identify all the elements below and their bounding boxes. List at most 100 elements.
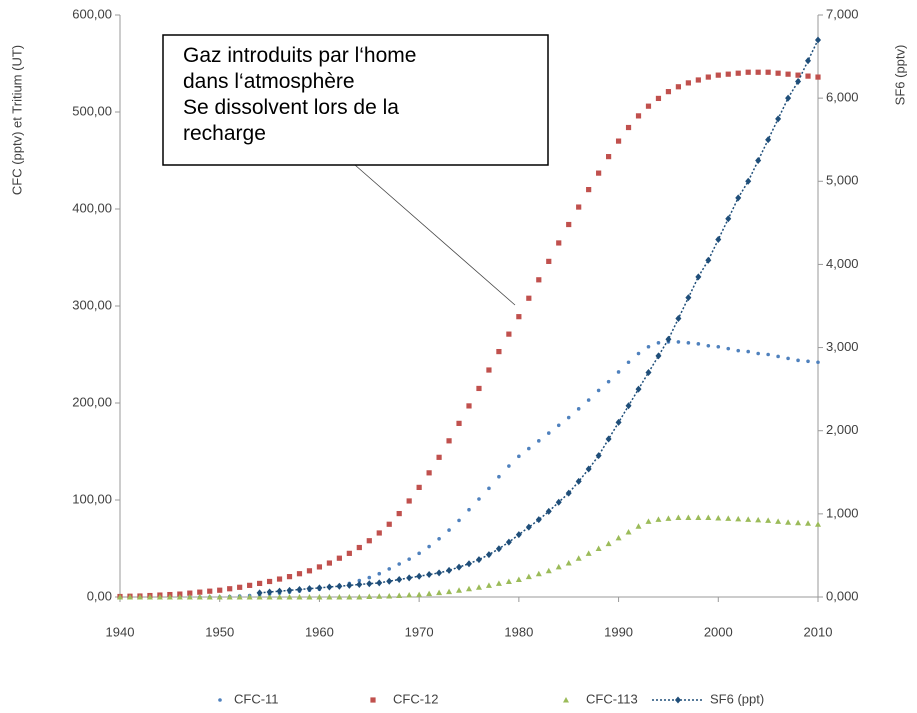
marker (785, 94, 792, 102)
marker (815, 74, 821, 80)
marker (745, 69, 751, 75)
marker (505, 578, 512, 584)
marker (556, 240, 562, 246)
marker (705, 514, 712, 520)
marker (456, 420, 462, 426)
marker (755, 516, 762, 523)
marker (645, 103, 652, 109)
marker (485, 551, 492, 559)
marker (126, 594, 133, 600)
marker (466, 560, 472, 568)
marker (585, 550, 592, 556)
marker (805, 73, 811, 79)
marker (467, 507, 471, 512)
marker (515, 531, 522, 539)
marker (256, 589, 263, 597)
marker (475, 584, 482, 590)
marker (626, 360, 631, 365)
legend-marker (218, 698, 222, 702)
marker (645, 369, 652, 377)
y-tick-label: 300,00 (72, 297, 112, 312)
marker (466, 403, 472, 409)
marker (306, 568, 313, 574)
marker (696, 342, 701, 346)
x-tick-label: 2010 (804, 624, 833, 639)
marker (615, 418, 622, 426)
marker (495, 545, 502, 553)
marker (765, 136, 772, 144)
marker (257, 580, 263, 587)
x-tick-label: 1960 (305, 624, 334, 639)
y-tick-label: 0,00 (87, 588, 112, 603)
marker (207, 588, 213, 594)
marker (176, 594, 183, 600)
marker (615, 534, 622, 541)
marker (477, 497, 481, 501)
marker (715, 235, 722, 243)
marker (357, 578, 362, 583)
marker (496, 348, 502, 355)
marker (585, 465, 592, 473)
marker (356, 544, 362, 551)
marker (755, 69, 761, 75)
marker (816, 360, 820, 365)
marker (556, 423, 561, 428)
marker (695, 273, 702, 281)
marker (336, 594, 343, 600)
marker (545, 567, 552, 574)
legend-label: CFC-113 (586, 691, 638, 706)
marker (346, 550, 352, 556)
marker (795, 72, 801, 78)
marker (206, 594, 213, 600)
marker (276, 587, 283, 595)
y-tick-label: 200,00 (72, 394, 112, 409)
marker (366, 593, 373, 600)
legend-marker (370, 697, 376, 703)
series (117, 514, 821, 600)
marker (446, 588, 453, 595)
marker (735, 194, 742, 202)
marker (665, 515, 672, 521)
marker (416, 484, 422, 490)
y2-tick-label: 1,000 (826, 505, 859, 520)
marker (197, 589, 203, 595)
marker (485, 582, 492, 588)
y-axis-title: CFC (pptv) et Tritium (UT) (9, 45, 24, 195)
marker (196, 594, 203, 600)
marker (635, 113, 642, 119)
marker (745, 516, 752, 522)
marker (715, 72, 721, 78)
marker (386, 521, 392, 527)
marker (286, 594, 293, 600)
marker (527, 446, 531, 451)
marker (437, 537, 441, 541)
marker (426, 590, 433, 597)
marker (755, 157, 762, 164)
legend-marker (563, 697, 569, 703)
marker (686, 341, 691, 345)
marker (566, 221, 572, 228)
marker (366, 538, 372, 544)
marker (306, 594, 313, 600)
y2-tick-label: 6,000 (826, 90, 859, 105)
marker (386, 593, 393, 599)
marker (815, 521, 821, 527)
marker (286, 574, 293, 580)
marker (535, 516, 542, 524)
marker (166, 594, 173, 600)
marker (376, 579, 383, 587)
marker (476, 385, 482, 392)
marker (716, 344, 721, 349)
marker (406, 592, 413, 598)
marker (706, 343, 711, 348)
marker (397, 562, 402, 566)
marker (586, 187, 592, 193)
y2-tick-label: 3,000 (826, 339, 859, 354)
marker (156, 594, 163, 600)
y-tick-label: 400,00 (72, 200, 112, 215)
marker (575, 477, 582, 485)
marker (367, 575, 372, 580)
marker (545, 507, 552, 515)
marker (326, 594, 333, 600)
marker (537, 439, 541, 443)
